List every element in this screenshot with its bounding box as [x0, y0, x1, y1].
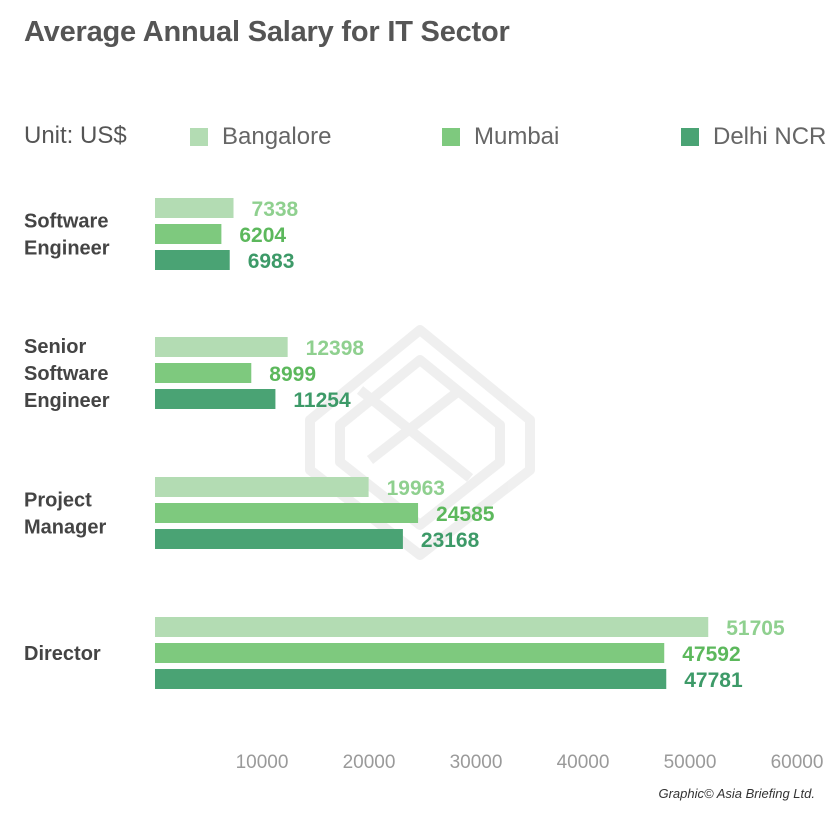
category-label-4: Director — [24, 643, 101, 665]
legend-swatch-delhi — [681, 128, 699, 146]
x-tick-label-30000: 30000 — [450, 752, 503, 773]
unit-label: Unit: US$ — [24, 122, 127, 149]
category-label-2: Senior Software Engineer — [24, 336, 110, 412]
legend-item-bangalore: Bangalore — [190, 122, 331, 152]
value-label-delhi-ncr-2: 11254 — [293, 389, 351, 412]
watermark-line-1 — [356, 386, 474, 482]
x-tick-label-20000: 20000 — [343, 752, 396, 773]
value-label-bangalore-3: 19963 — [387, 477, 445, 500]
category-label-3: Project Manager — [24, 490, 106, 539]
bar-mumbai-2 — [155, 363, 252, 383]
bar-bangalore-1 — [155, 198, 234, 218]
bar-mumbai-4 — [155, 643, 665, 663]
watermark-logo — [305, 325, 535, 560]
value-label-delhi-ncr-4: 47781 — [684, 669, 743, 692]
legend-label-mumbai: Mumbai — [474, 123, 560, 150]
value-label-bangalore-1: 7338 — [252, 198, 299, 221]
legend-item-delhi: Delhi NCR — [681, 122, 826, 152]
x-tick-label-50000: 50000 — [664, 752, 717, 773]
value-label-mumbai-2: 8999 — [269, 363, 316, 386]
x-tick-label-10000: 10000 — [236, 752, 289, 773]
chart-title: Average Annual Salary for IT Sector — [24, 16, 510, 48]
legend-label-delhi: Delhi NCR — [713, 123, 827, 150]
legend-item-mumbai: Mumbai — [442, 122, 559, 152]
credit-text: Graphic© Asia Briefing Ltd. — [658, 786, 815, 801]
bar-mumbai-3 — [155, 503, 419, 523]
x-tick-label-40000: 40000 — [557, 752, 610, 773]
value-label-bangalore-2: 12398 — [306, 337, 365, 360]
x-tick-label-60000: 60000 — [771, 752, 824, 773]
legend-swatch-mumbai — [442, 128, 460, 146]
legend-label-bangalore: Bangalore — [222, 123, 332, 150]
value-label-delhi-ncr-1: 6983 — [248, 250, 295, 273]
bar-mumbai-1 — [155, 224, 222, 244]
value-label-mumbai-3: 24585 — [436, 503, 495, 526]
value-label-delhi-ncr-3: 23168 — [421, 529, 480, 552]
value-label-bangalore-4: 51705 — [726, 617, 785, 640]
watermark-outer-shape — [305, 325, 535, 560]
bar-bangalore-2 — [155, 337, 288, 357]
bar-bangalore-4 — [155, 617, 709, 637]
bar-delhi-ncr-2 — [155, 389, 276, 409]
category-label-1: Software Engineer — [24, 211, 110, 260]
legend-swatch-bangalore — [190, 128, 208, 146]
bar-delhi-ncr-1 — [155, 250, 230, 270]
bar-delhi-ncr-4 — [155, 669, 667, 689]
bar-bangalore-3 — [155, 477, 369, 497]
value-label-mumbai-1: 6204 — [239, 224, 286, 247]
watermark-inner-shape — [335, 355, 505, 530]
watermark-line-2 — [366, 386, 464, 464]
value-label-mumbai-4: 47592 — [682, 643, 740, 666]
bar-delhi-ncr-3 — [155, 529, 403, 549]
